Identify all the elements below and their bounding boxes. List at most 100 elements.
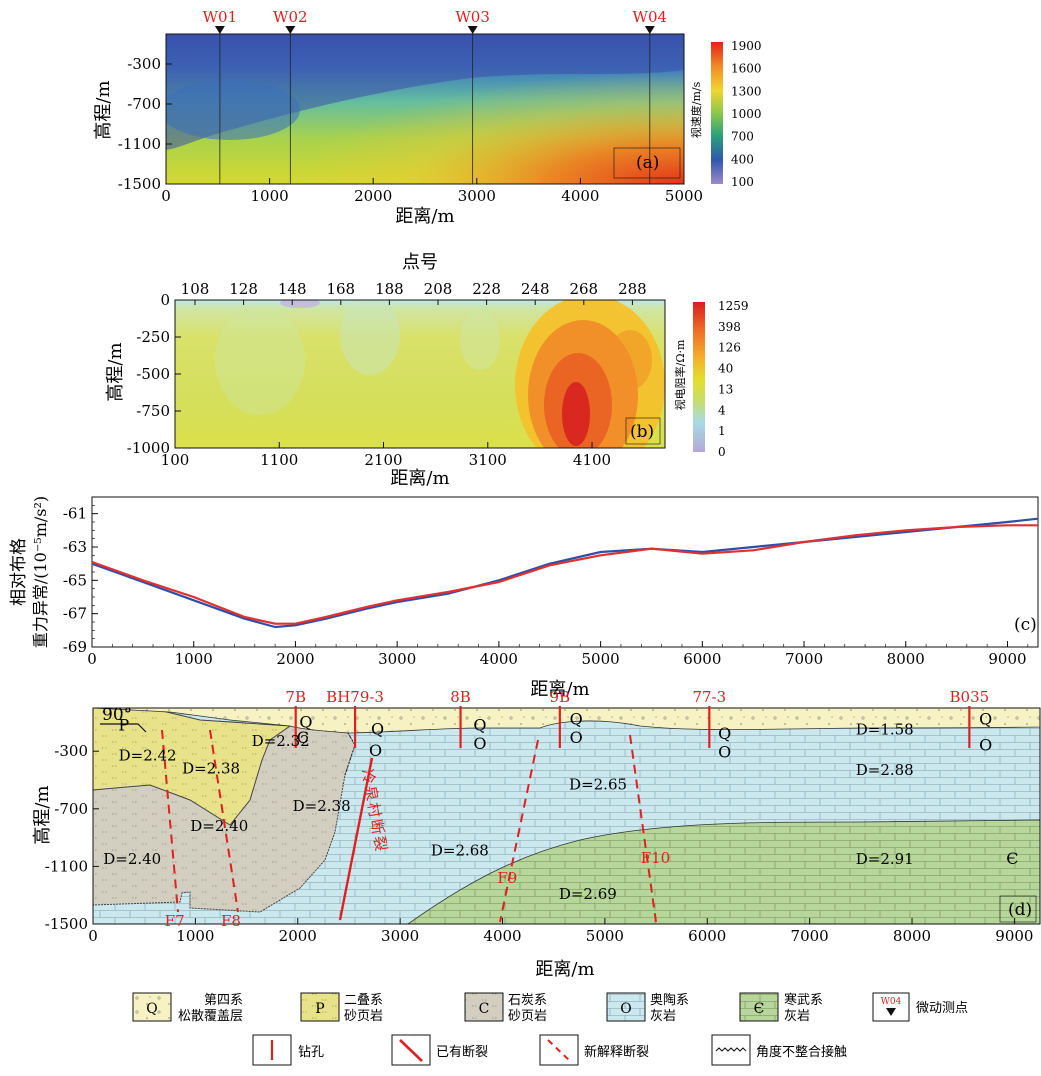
svg-text:W04: W04: [881, 997, 902, 1007]
panel-d: 90° 冷泉村断裂 7B BH79-3 8B 9B 77-3 B035 PCQ QOQOQO…: [32, 688, 1041, 980]
velocity-colorbar-tick: 400: [731, 152, 754, 166]
d-xtick-label: 9000: [995, 927, 1033, 945]
d-xtick-label: 6000: [688, 927, 726, 945]
station-label: W02: [273, 8, 308, 26]
station-marker: [467, 26, 478, 34]
svg-text:第四系: 第四系: [204, 993, 243, 1008]
c-ytick-label: -69: [63, 638, 87, 656]
c-ytick-label: -65: [63, 571, 87, 589]
station-marker: [285, 26, 296, 34]
d-xtick-label: 0: [88, 927, 98, 945]
panel-c: 0 1000 2000 3000 4000 5000 6000 7000 8000 9000 -61…: [9, 496, 1039, 700]
legend-o: O 奥陶系 灰岩: [606, 992, 689, 1024]
stratum-label: O: [570, 728, 583, 747]
b-xtick-label: 100: [161, 451, 190, 469]
resistivity-colorbar-tick: 1259: [718, 299, 749, 313]
density-label: D=2.69: [559, 885, 617, 903]
density-label: D=2.65: [569, 775, 627, 793]
resistivity-colorbar-tick: 4: [718, 403, 726, 417]
station-label: W04: [633, 8, 668, 26]
d-ytick-label: -300: [54, 742, 88, 760]
resistivity-colorbar-tick: 0: [718, 445, 726, 459]
fault-f7: [161, 729, 179, 913]
fault-labels: F7 F8 F9 F10: [165, 849, 671, 930]
panel-b-label: (b): [630, 422, 654, 442]
b-top-tick-label: 148: [278, 280, 307, 298]
velocity-colorbar-ticks: 1900 1600 1300 1000 700 400 100: [731, 39, 762, 189]
b-ytick-label: 0: [160, 291, 170, 309]
c-ytick-label: -67: [63, 605, 87, 623]
d-xtick-label: 3000: [381, 927, 419, 945]
svg-text:砂页岩: 砂页岩: [508, 1009, 547, 1024]
density-label: D=2.40: [190, 817, 248, 835]
panel-c-label: (c): [1014, 615, 1037, 635]
resistivity-colorbar-tick: 13: [718, 382, 733, 396]
svg-text:石炭系: 石炭系: [508, 993, 547, 1008]
axes-d: 0 1000 2000 3000 4000 5000 6000 7000 8000 9000 -30…: [45, 742, 1034, 945]
svg-text:钻孔: 钻孔: [298, 1045, 324, 1060]
a-ytick-label: -700: [127, 95, 161, 113]
fault-label: F10: [641, 849, 671, 867]
velocity-colorbar-tick: 1000: [731, 107, 762, 121]
d-ytick-label: -1500: [45, 915, 88, 933]
b-top-tick-label: 188: [375, 280, 404, 298]
panel-b: 点号 100 1100 2100 3100 4100 0 -250 -500 -750 -1000…: [105, 252, 749, 489]
density-label: D=2.68: [431, 842, 489, 860]
legend-q: Q 第四系 松散覆盖层: [132, 992, 243, 1024]
resistivity-colorbar: [693, 302, 705, 452]
legend-c: C 石炭系 砂页岩: [464, 992, 547, 1024]
station-marker: [644, 26, 655, 34]
density-label: D=2.91: [856, 850, 914, 868]
stratum-label: Q: [299, 712, 312, 731]
angle-label: 90°: [102, 705, 132, 725]
density-label: D=1.58: [856, 721, 914, 739]
d-xtick-label: 2000: [279, 927, 317, 945]
legend-station: W04 微动测点: [872, 992, 968, 1022]
velocity-colorbar-tick: 100: [731, 175, 754, 189]
stratum-label: Q: [979, 710, 992, 729]
a-xtick-label: 2000: [354, 187, 392, 205]
legend-unconformity: 角度不整合接触: [711, 1034, 847, 1066]
stratum-label: O: [718, 743, 731, 762]
stratum-label: C: [297, 728, 309, 747]
velocity-colorbar-title: 视速度/m/s: [689, 81, 703, 138]
svg-text:奥陶系: 奥陶系: [650, 992, 689, 1008]
panel-a-xlabel: 距离/m: [395, 206, 454, 227]
velocity-colorbar: [711, 42, 723, 184]
a-xtick-label: 1000: [251, 187, 289, 205]
svg-text:灰岩: 灰岩: [650, 1009, 676, 1024]
b-xtick-label: 1100: [260, 451, 298, 469]
panel-d-xlabel: 距离/m: [535, 959, 594, 980]
stratum-label: O: [369, 741, 382, 760]
stratum-label: Є: [1006, 849, 1018, 868]
svg-text:寒武系: 寒武系: [784, 992, 823, 1008]
b-ytick-label: -750: [136, 402, 170, 420]
legend-p: P 二叠系 砂页岩: [300, 992, 383, 1024]
c-xtick-label: 2000: [276, 650, 314, 668]
velocity-colorbar-tick: 1300: [731, 84, 762, 98]
c-xtick-label: 3000: [378, 650, 416, 668]
d-xtick-label: 7000: [791, 927, 829, 945]
svg-text:新解释断裂: 新解释断裂: [584, 1044, 649, 1060]
a-xtick-label: 5000: [665, 187, 703, 205]
gravity-lines: [91, 517, 1039, 629]
c-xtick-label: 4000: [480, 650, 518, 668]
resistivity-colorbar-tick: 398: [718, 320, 741, 334]
fault-label: F8: [221, 912, 241, 930]
borehole-label: 9B: [550, 688, 571, 706]
station-label: W01: [203, 8, 238, 26]
d-xtick-label: 8000: [893, 927, 931, 945]
resistivity-colorbar-ticks: 1259 398 126 40 13 4 1 0: [718, 299, 749, 459]
legend-drill: 钻孔: [252, 1034, 324, 1066]
fault-label: F9: [497, 869, 517, 887]
panel-a-label-box: [613, 147, 681, 179]
gravity-series-2: [91, 524, 1038, 625]
stratum-label: Q: [473, 715, 486, 734]
borehole-label: BH79-3: [326, 688, 384, 706]
stratum-label: O: [979, 735, 992, 754]
borehole-label: 8B: [450, 688, 471, 706]
svg-text:Q: Q: [146, 1001, 157, 1017]
a-xtick-label: 0: [161, 187, 171, 205]
svg-text:P: P: [315, 1001, 324, 1017]
